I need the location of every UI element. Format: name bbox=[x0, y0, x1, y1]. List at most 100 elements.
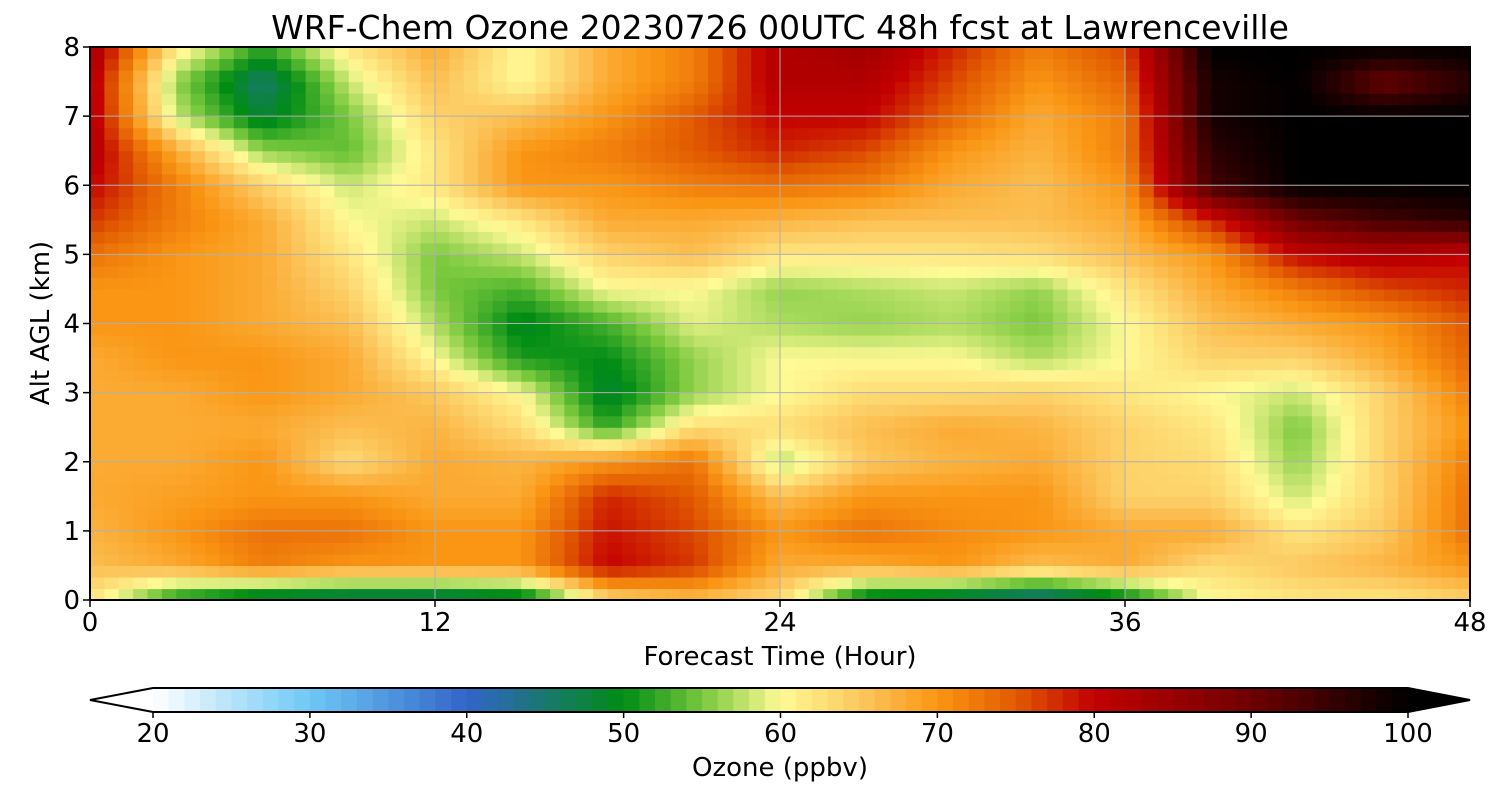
field-cell bbox=[1010, 335, 1025, 348]
field-cell bbox=[449, 530, 465, 543]
field-cell bbox=[923, 231, 939, 244]
field-cell bbox=[923, 104, 939, 117]
field-cell bbox=[1326, 277, 1342, 290]
field-cell bbox=[147, 588, 163, 600]
field-cell bbox=[391, 58, 407, 71]
field-cell bbox=[966, 277, 982, 290]
field-cell bbox=[895, 496, 910, 509]
field-cell bbox=[1412, 300, 1428, 313]
field-cell bbox=[909, 150, 925, 163]
field-cell bbox=[521, 300, 537, 313]
field-cell bbox=[794, 196, 810, 209]
field-cell bbox=[1211, 311, 1227, 325]
field-cell bbox=[248, 381, 264, 394]
field-cell bbox=[1110, 404, 1126, 417]
field-cell bbox=[1196, 242, 1212, 255]
field-cell bbox=[751, 323, 767, 336]
field-cell bbox=[1024, 70, 1040, 83]
field-cell bbox=[133, 369, 149, 382]
field-cell bbox=[1268, 473, 1284, 486]
field-cell bbox=[478, 484, 494, 497]
field-cell bbox=[995, 219, 1011, 232]
field-cell bbox=[564, 93, 580, 106]
field-cell bbox=[161, 254, 177, 267]
field-cell bbox=[1211, 404, 1227, 417]
field-cell bbox=[736, 588, 752, 600]
colorbar-swatch bbox=[1172, 688, 1189, 712]
field-cell bbox=[348, 381, 364, 394]
field-cell bbox=[90, 254, 105, 267]
field-cell bbox=[1225, 484, 1241, 497]
field-cell bbox=[1024, 116, 1040, 129]
field-cell bbox=[377, 231, 393, 244]
field-cell bbox=[291, 484, 307, 497]
field-cell bbox=[938, 208, 954, 221]
field-cell bbox=[1283, 185, 1299, 198]
field-cell bbox=[837, 358, 853, 371]
field-cell bbox=[492, 542, 508, 555]
field-cell bbox=[262, 150, 278, 163]
field-cell bbox=[851, 427, 867, 440]
field-cell bbox=[693, 162, 709, 175]
field-cell bbox=[291, 196, 307, 209]
field-cell bbox=[1412, 450, 1428, 463]
field-cell bbox=[305, 208, 321, 221]
field-cell bbox=[118, 116, 134, 129]
field-cell bbox=[1211, 242, 1227, 255]
field-cell bbox=[219, 93, 235, 106]
field-cell bbox=[636, 519, 652, 532]
field-cell bbox=[636, 47, 652, 60]
field-cell bbox=[593, 231, 609, 244]
field-cell bbox=[1268, 404, 1284, 417]
field-cell bbox=[621, 576, 637, 590]
field-cell bbox=[1096, 265, 1112, 279]
field-cell bbox=[765, 173, 781, 186]
field-cell bbox=[593, 576, 609, 590]
field-cell bbox=[650, 277, 666, 290]
field-cell bbox=[1398, 530, 1414, 543]
field-cell bbox=[1168, 127, 1184, 140]
field-cell bbox=[578, 484, 594, 497]
field-cell bbox=[276, 369, 292, 382]
field-cell bbox=[190, 346, 206, 359]
field-cell bbox=[1110, 277, 1126, 290]
field-cell bbox=[952, 335, 968, 348]
field-cell bbox=[923, 208, 939, 221]
field-cell bbox=[751, 576, 767, 590]
field-cell bbox=[650, 185, 666, 198]
field-cell bbox=[966, 81, 982, 94]
field-cell bbox=[118, 346, 134, 359]
field-cell bbox=[320, 530, 335, 543]
field-cell bbox=[952, 47, 968, 60]
colorbar-label: Ozone (ppbv) bbox=[692, 753, 868, 783]
field-cell bbox=[1010, 496, 1025, 509]
field-cell bbox=[176, 231, 192, 244]
field-cell bbox=[1168, 484, 1184, 497]
field-cell bbox=[837, 58, 853, 71]
field-cell bbox=[780, 104, 795, 117]
field-cell bbox=[736, 369, 752, 382]
field-cell bbox=[1240, 81, 1255, 94]
field-cell bbox=[1139, 254, 1155, 267]
field-cell bbox=[1010, 346, 1025, 359]
field-cell bbox=[1268, 358, 1284, 371]
field-cell bbox=[205, 196, 220, 209]
field-cell bbox=[1369, 323, 1385, 336]
field-cell bbox=[1010, 323, 1025, 336]
field-cell bbox=[736, 311, 752, 325]
field-cell bbox=[995, 311, 1011, 325]
field-cell bbox=[1383, 450, 1399, 463]
field-cell bbox=[1038, 300, 1054, 313]
field-cell bbox=[938, 150, 954, 163]
field-cell bbox=[1412, 530, 1428, 543]
field-cell bbox=[391, 277, 407, 290]
field-cell bbox=[866, 473, 882, 486]
field-cell bbox=[1067, 507, 1083, 520]
field-cell bbox=[938, 588, 954, 600]
field-cell bbox=[133, 404, 149, 417]
field-cell bbox=[1024, 254, 1040, 267]
field-cell bbox=[607, 208, 623, 221]
field-cell bbox=[521, 150, 537, 163]
field-cell bbox=[435, 300, 450, 313]
field-cell bbox=[1196, 519, 1212, 532]
